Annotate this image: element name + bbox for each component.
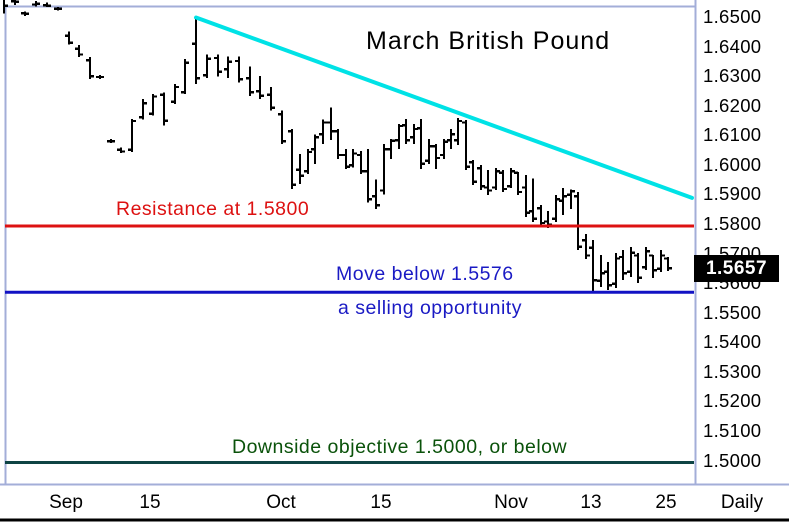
price-axis-label: 1.6100 bbox=[703, 124, 762, 146]
annotation-selling-opportunity: a selling opportunity bbox=[338, 297, 522, 319]
date-axis-label: Oct bbox=[266, 492, 296, 513]
price-axis-label: 1.5000 bbox=[703, 449, 762, 471]
price-axis-label: 1.6500 bbox=[703, 6, 762, 27]
timeframe-label: Daily bbox=[720, 492, 764, 513]
date-axis-label: 13 bbox=[580, 492, 602, 513]
annotation-move-below: Move below 1.5576 bbox=[336, 263, 514, 285]
annotation-downside-objective: Downside objective 1.5000, or below bbox=[232, 436, 568, 458]
last-price-badge: 1.5657 bbox=[694, 255, 779, 282]
downtrend-line bbox=[194, 15, 694, 200]
chart-title: March British Pound bbox=[366, 27, 611, 55]
price-axis-label: 1.6300 bbox=[703, 65, 762, 87]
price-axis-label: 1.5400 bbox=[703, 331, 762, 353]
price-axis-label: 1.5100 bbox=[703, 419, 762, 441]
price-axis-label: 1.6000 bbox=[703, 153, 762, 175]
date-axis-label: 15 bbox=[370, 492, 392, 513]
price-axis-label: 1.5800 bbox=[703, 213, 762, 234]
price-axis-label: 1.6200 bbox=[703, 94, 762, 116]
price-axis-label: 1.5500 bbox=[703, 301, 762, 323]
price-axis-label: 1.5300 bbox=[703, 360, 762, 382]
date-axis-label: 25 bbox=[655, 492, 677, 513]
price-axis-label: 1.5200 bbox=[703, 390, 762, 412]
ohlc-bars bbox=[2, 0, 672, 291]
annotation-resistance: Resistance at 1.5800 bbox=[116, 198, 310, 220]
date-axis-label: Sep bbox=[49, 492, 83, 513]
price-axis-label: 1.6400 bbox=[703, 35, 762, 57]
price-axis-label: 1.5900 bbox=[703, 183, 762, 205]
date-axis-label: Nov bbox=[494, 492, 528, 513]
date-axis-label: 15 bbox=[139, 492, 161, 513]
